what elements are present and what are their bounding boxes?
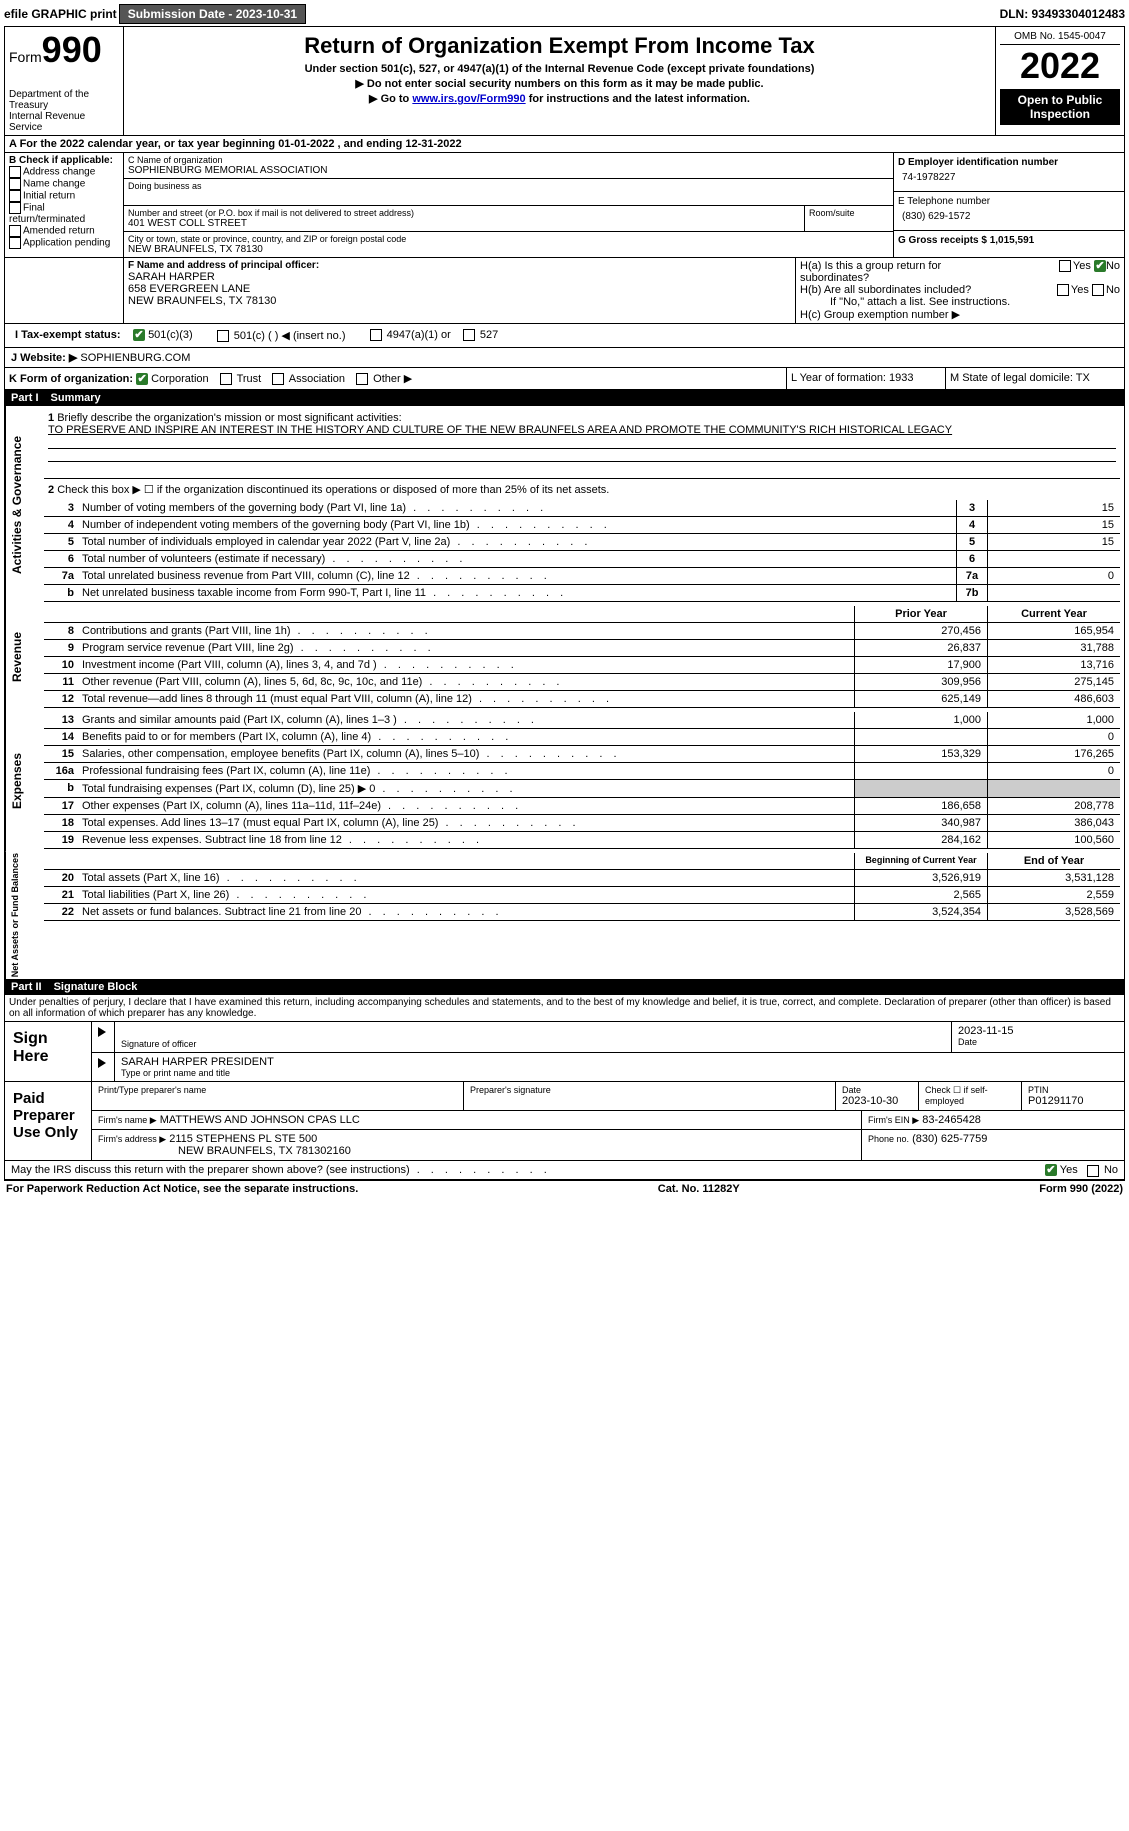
opt-initial[interactable]: Initial return — [9, 190, 119, 202]
summary-line-17: 17 Other expenses (Part IX, column (A), … — [44, 798, 1120, 815]
topbar: efile GRAPHIC print Submission Date - 20… — [4, 4, 1125, 24]
city-label: City or town, state or province, country… — [128, 234, 889, 244]
summary-line-5: 5 Total number of individuals employed i… — [44, 534, 1120, 551]
section-a: A For the 2022 calendar year, or tax yea… — [5, 136, 1124, 153]
summary-line-4: 4 Number of independent voting members o… — [44, 517, 1120, 534]
summary-line-18: 18 Total expenses. Add lines 13–17 (must… — [44, 815, 1120, 832]
summary-line-13: 13 Grants and similar amounts paid (Part… — [44, 712, 1120, 729]
part1-header: Part ISummary — [5, 390, 1124, 406]
irs-link[interactable]: www.irs.gov/Form990 — [412, 93, 525, 105]
officer-name: SARAH HARPER — [128, 271, 791, 283]
phone: (830) 629-1572 — [898, 207, 1120, 226]
revenue-section: Revenue Prior Year Current Year 8 Contri… — [5, 604, 1124, 710]
summary-line-14: 14 Benefits paid to or for members (Part… — [44, 729, 1120, 746]
street: 401 WEST COLL STREET — [128, 218, 800, 229]
summary-line-12: 12 Total revenue—add lines 8 through 11 … — [44, 691, 1120, 708]
paid-preparer-block: Paid Preparer Use Only Print/Type prepar… — [5, 1082, 1124, 1161]
vert-netassets: Net Assets or Fund Balances — [5, 851, 40, 979]
dln-label: DLN: 93493304012483 — [1000, 7, 1125, 21]
mission: TO PRESERVE AND INSPIRE AN INTEREST IN T… — [48, 424, 1116, 436]
q2: Check this box ▶ ☐ if the organization d… — [57, 484, 609, 496]
dba-label: Doing business as — [128, 181, 889, 191]
summary-line-19: 19 Revenue less expenses. Subtract line … — [44, 832, 1120, 849]
sign-here-block: Sign Here Signature of officer 2023-11-1… — [5, 1022, 1124, 1082]
penalty-text: Under penalties of perjury, I declare th… — [5, 995, 1124, 1022]
officer-addr2: NEW BRAUNFELS, TX 78130 — [128, 295, 791, 307]
omb-label: OMB No. 1545-0047 — [1000, 29, 1120, 45]
section-klm: K Form of organization: ✔ Corporation Tr… — [5, 368, 1124, 390]
summary-line-22: 22 Net assets or fund balances. Subtract… — [44, 904, 1120, 921]
expenses-section: Expenses 13 Grants and similar amounts p… — [5, 710, 1124, 851]
page-footer: For Paperwork Reduction Act Notice, see … — [4, 1181, 1125, 1197]
section-j: J Website: ▶ SOPHIENBURG.COM — [5, 348, 1124, 368]
summary-line-7a: 7a Total unrelated business revenue from… — [44, 568, 1120, 585]
form-number: Form990 — [9, 29, 119, 71]
ha-row: H(a) Is this a group return for subordin… — [800, 260, 1120, 284]
summary-line-8: 8 Contributions and grants (Part VIII, l… — [44, 623, 1120, 640]
open-inspection: Open to Public Inspection — [1000, 89, 1120, 125]
sign-here-label: Sign Here — [5, 1022, 92, 1081]
tax-year: 2022 — [1000, 45, 1120, 87]
section-bcdeg: B Check if applicable: Address change Na… — [5, 153, 1124, 258]
check-applicable-label: B Check if applicable: — [9, 155, 119, 166]
hb-row: H(b) Are all subordinates included? Yes … — [800, 284, 1120, 296]
summary-line-b: b Net unrelated business taxable income … — [44, 585, 1120, 602]
org-name: SOPHIENBURG MEMORIAL ASSOCIATION — [128, 165, 889, 176]
summary-line-21: 21 Total liabilities (Part X, line 26) 2… — [44, 887, 1120, 904]
netassets-section: Net Assets or Fund Balances Beginning of… — [5, 851, 1124, 979]
form-note1: ▶ Do not enter social security numbers o… — [128, 77, 991, 90]
summary-line-10: 10 Investment income (Part VIII, column … — [44, 657, 1120, 674]
hc-row: H(c) Group exemption number ▶ — [800, 308, 1120, 321]
vert-expenses: Expenses — [5, 710, 40, 851]
section-i: I Tax-exempt status: ✔ 501(c)(3) 501(c) … — [5, 324, 1124, 348]
summary-line-11: 11 Other revenue (Part VIII, column (A),… — [44, 674, 1120, 691]
label-d: D Employer identification number — [898, 157, 1120, 168]
opt-amended[interactable]: Amended return — [9, 225, 119, 237]
city: NEW BRAUNFELS, TX 78130 — [128, 244, 889, 255]
hb-note: If "No," attach a list. See instructions… — [800, 296, 1120, 308]
vert-activities: Activities & Governance — [5, 406, 40, 604]
summary-line-6: 6 Total number of volunteers (estimate i… — [44, 551, 1120, 568]
dept-label: Department of the Treasury — [9, 89, 119, 111]
summary-line-15: 15 Salaries, other compensation, employe… — [44, 746, 1120, 763]
label-g: G Gross receipts $ 1,015,591 — [898, 235, 1120, 246]
opt-pending[interactable]: Application pending — [9, 237, 119, 249]
part2-header: Part IISignature Block — [5, 979, 1124, 995]
vert-revenue: Revenue — [5, 604, 40, 710]
summary-line-3: 3 Number of voting members of the govern… — [44, 500, 1120, 517]
activities-section: Activities & Governance 1 Briefly descri… — [5, 406, 1124, 604]
label-c: C Name of organization — [128, 155, 889, 165]
street-label: Number and street (or P.O. box if mail i… — [128, 208, 800, 218]
ein: 74-1978227 — [898, 168, 1120, 187]
summary-line-20: 20 Total assets (Part X, line 16) 3,526,… — [44, 870, 1120, 887]
form-container: Form990 Department of the Treasury Inter… — [4, 26, 1125, 1181]
summary-line-b: b Total fundraising expenses (Part IX, c… — [44, 780, 1120, 798]
may-discuss-row: May the IRS discuss this return with the… — [5, 1161, 1124, 1180]
summary-line-9: 9 Program service revenue (Part VIII, li… — [44, 640, 1120, 657]
opt-address[interactable]: Address change — [9, 166, 119, 178]
form-subtitle: Under section 501(c), 527, or 4947(a)(1)… — [128, 63, 991, 75]
officer-addr1: 658 EVERGREEN LANE — [128, 283, 791, 295]
section-fh: F Name and address of principal officer:… — [5, 258, 1124, 324]
form-header: Form990 Department of the Treasury Inter… — [5, 27, 1124, 136]
paid-preparer-label: Paid Preparer Use Only — [5, 1082, 92, 1160]
opt-name[interactable]: Name change — [9, 178, 119, 190]
summary-line-16a: 16a Professional fundraising fees (Part … — [44, 763, 1120, 780]
room-label: Room/suite — [809, 208, 889, 218]
submission-date-button[interactable]: Submission Date - 2023-10-31 — [119, 4, 306, 24]
label-f: F Name and address of principal officer: — [128, 260, 791, 271]
efile-label: efile GRAPHIC print — [4, 7, 117, 21]
label-e: E Telephone number — [898, 196, 1120, 207]
form-note2: ▶ Go to www.irs.gov/Form990 for instruct… — [128, 92, 991, 105]
opt-final[interactable]: Final return/terminated — [9, 202, 119, 225]
irs-label: Internal Revenue Service — [9, 111, 119, 133]
form-title: Return of Organization Exempt From Incom… — [128, 33, 991, 59]
